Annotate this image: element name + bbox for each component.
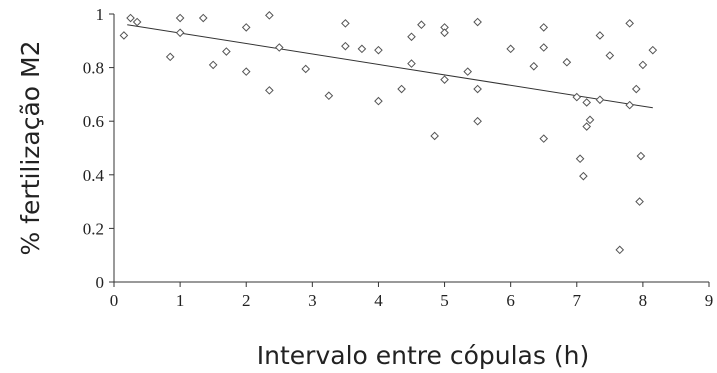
data-point [539,134,549,143]
x-tick-label: 4 [374,291,383,310]
data-point [631,84,641,94]
trend-line [127,24,653,109]
data-point [407,32,416,42]
data-point [374,45,383,55]
data-point [397,84,406,94]
data-point [208,60,218,70]
data-point [341,19,350,28]
data-point [636,151,646,161]
y-ticks: 0 0.2 0.4 0.6 0.8 1 [83,5,114,292]
data-point [119,31,129,40]
data-point [265,11,274,20]
data-point [301,64,311,74]
data-point [274,43,284,52]
data-point [625,100,634,110]
data-point [417,20,426,30]
y-axis-title: % fertilização M2 [16,40,45,255]
y-tick-label: 0 [96,273,105,292]
x-tick-label: 9 [705,291,714,310]
y-tick-label: 0.2 [83,219,104,238]
x-tick-label: 8 [639,291,648,310]
data-point [126,13,135,23]
data-point [440,28,449,38]
data-point [582,98,592,107]
x-tick-label: 6 [506,291,515,310]
data-point [132,17,142,27]
data-point [605,51,615,60]
data-point [357,44,367,54]
x-tick-label: 5 [440,291,449,310]
x-tick-label: 0 [110,291,119,310]
data-point [635,197,644,206]
data-point [265,86,274,95]
x-ticks: 0 1 2 3 4 5 6 7 8 9 [110,282,714,310]
data-point [572,92,582,102]
data-point [579,171,588,181]
data-point [595,95,605,105]
data-point [615,245,625,255]
data-point [539,43,549,52]
data-point [585,115,595,125]
data-point [222,47,231,56]
data-point [440,75,449,84]
data-point [473,84,482,94]
data-points [119,11,658,255]
data-point [562,57,572,67]
y-tick-label: 0.8 [83,59,104,78]
data-point [582,122,592,131]
x-tick-label: 2 [242,291,251,310]
data-point [324,91,334,101]
data-point [506,44,515,54]
axes [113,14,709,283]
x-axis-title: Intervalo entre cópulas (h) [257,341,589,370]
data-point [648,45,658,55]
data-point [374,96,383,106]
data-point [175,13,185,23]
y-tick-label: 0.6 [83,112,104,131]
x-tick-label: 7 [573,291,582,310]
data-point [595,31,605,40]
x-tick-label: 3 [308,291,317,310]
data-point [341,41,350,51]
data-point [473,17,482,27]
data-point [625,19,634,28]
data-point [175,28,185,38]
data-point [463,67,473,76]
data-point [241,67,251,76]
data-point [407,59,416,68]
data-point [198,13,208,23]
data-point [529,61,539,71]
data-point [165,52,175,62]
data-point [539,23,549,32]
y-tick-label: 0.4 [83,166,105,185]
x-tick-label: 1 [176,291,185,310]
data-point [430,131,439,141]
data-point [638,60,648,70]
data-point [241,23,251,32]
data-point [473,116,482,126]
y-tick-label: 1 [96,5,105,24]
data-point [575,154,585,164]
